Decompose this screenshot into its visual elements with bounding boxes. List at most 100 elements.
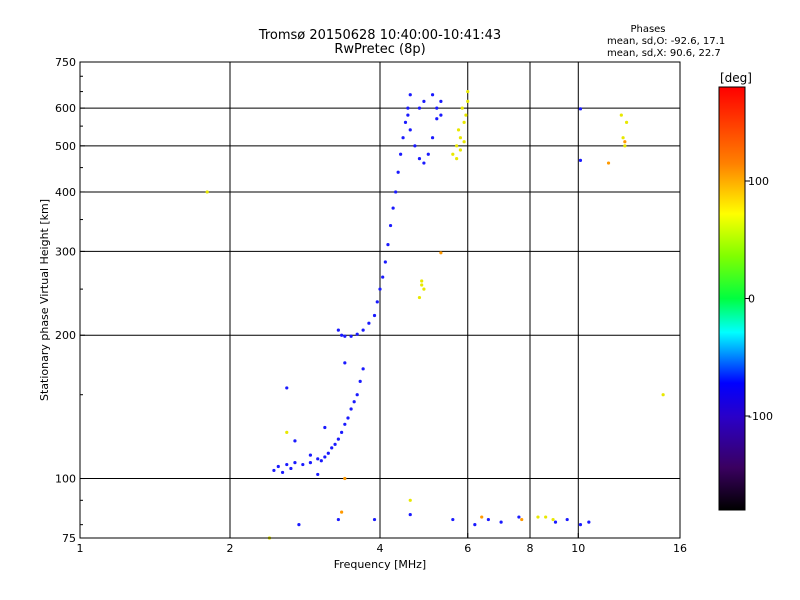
- data-point: [619, 113, 623, 117]
- data-point: [623, 144, 627, 148]
- x-tick-label: 8: [527, 542, 534, 555]
- data-point: [293, 439, 297, 443]
- data-point: [422, 161, 426, 165]
- data-point: [280, 470, 285, 475]
- data-point: [378, 287, 382, 291]
- data-point: [285, 430, 289, 434]
- data-point: [408, 512, 412, 517]
- data-point: [349, 334, 353, 338]
- data-point: [417, 295, 422, 300]
- data-point: [517, 515, 521, 519]
- x-tick-label: 16: [673, 542, 687, 555]
- data-point: [316, 457, 320, 461]
- data-point: [297, 523, 301, 527]
- data-point: [587, 520, 591, 524]
- data-point: [430, 93, 435, 97]
- colorbar-tick-label: 100: [748, 175, 769, 188]
- data-point: [458, 136, 463, 140]
- data-point: [388, 223, 393, 228]
- y-tick-label: 400: [55, 186, 76, 199]
- data-point: [578, 158, 583, 162]
- x-tick-label: 1: [77, 542, 84, 555]
- data-point: [361, 367, 365, 371]
- data-point: [301, 462, 305, 467]
- x-tick-label: 10: [571, 542, 585, 555]
- data-point: [346, 416, 350, 420]
- data-point: [578, 107, 583, 111]
- data-point: [480, 515, 484, 519]
- data-point: [406, 106, 410, 110]
- data-point: [349, 407, 353, 411]
- data-point: [372, 517, 377, 522]
- axis-ticks: 1 2 4 6 8 10 16 75 100 200 300 400 500 600 750: [55, 56, 687, 555]
- data-point: [435, 106, 439, 110]
- data-point: [462, 140, 466, 144]
- data-point: [536, 515, 540, 519]
- chart-subtitle: RwPretec (8p): [334, 42, 425, 57]
- data-point: [544, 515, 548, 519]
- data-point: [462, 120, 466, 124]
- data-point: [466, 89, 470, 94]
- data-point: [578, 523, 583, 527]
- data-point: [285, 386, 289, 390]
- data-point: [486, 517, 490, 522]
- data-point: [553, 520, 558, 524]
- data-point: [420, 279, 424, 283]
- y-tick-label: 500: [55, 140, 76, 153]
- data-point: [361, 328, 365, 332]
- data-point: [422, 287, 426, 291]
- data-point: [333, 442, 337, 446]
- data-point: [451, 152, 455, 156]
- x-tick-label: 2: [227, 542, 234, 555]
- data-point: [473, 523, 477, 527]
- data-point: [417, 157, 422, 161]
- data-point: [464, 113, 468, 117]
- data-point: [408, 93, 412, 97]
- x-axis-label: Frequency [MHz]: [334, 558, 426, 571]
- data-point: [323, 455, 327, 459]
- data-point: [340, 430, 344, 434]
- data-point: [330, 446, 334, 450]
- data-point: [383, 260, 387, 264]
- colorbar-tick-label: 0: [748, 293, 755, 306]
- data-point: [565, 517, 569, 522]
- data-point: [285, 462, 289, 467]
- data-points: [205, 89, 665, 540]
- data-point: [458, 148, 463, 152]
- grid-lines: [80, 62, 680, 538]
- colorbar-tick-label: -100: [748, 410, 773, 423]
- y-tick-label: 600: [55, 102, 76, 115]
- data-point: [403, 120, 408, 124]
- chart-title: Tromsø 20150628 10:40:00-10:41:43: [258, 28, 501, 43]
- data-point: [326, 451, 330, 455]
- data-point: [293, 461, 297, 465]
- data-point: [308, 453, 313, 457]
- data-point: [406, 113, 410, 117]
- data-point: [408, 128, 412, 132]
- data-point: [606, 161, 611, 165]
- data-point: [336, 437, 340, 441]
- colorbar-label: [deg]: [720, 71, 752, 85]
- x-tick-label: 4: [377, 542, 384, 555]
- y-tick-label: 750: [55, 56, 76, 69]
- data-point: [551, 517, 555, 522]
- data-point: [386, 243, 390, 247]
- data-point: [661, 393, 665, 397]
- data-point: [456, 128, 461, 132]
- data-point: [336, 328, 340, 332]
- data-point: [439, 251, 443, 255]
- data-point: [430, 136, 435, 140]
- y-tick-label: 300: [55, 245, 76, 258]
- data-point: [422, 99, 426, 103]
- data-point: [426, 152, 430, 156]
- data-point: [340, 333, 344, 337]
- data-point: [499, 520, 503, 524]
- data-point: [205, 190, 209, 194]
- data-point: [372, 313, 377, 318]
- data-point: [520, 517, 524, 522]
- y-tick-label: 100: [55, 473, 76, 486]
- data-point: [323, 425, 327, 430]
- data-point: [289, 466, 293, 471]
